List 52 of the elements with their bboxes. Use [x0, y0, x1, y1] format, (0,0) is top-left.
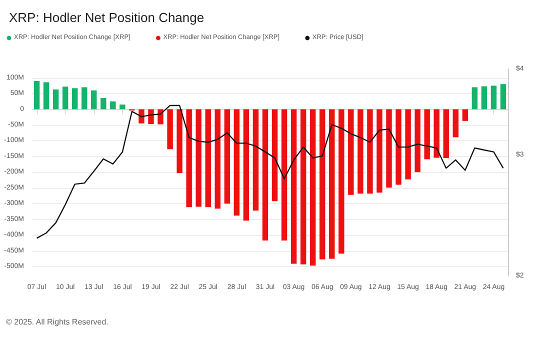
bar — [186, 109, 192, 208]
bar — [110, 101, 116, 110]
bar — [367, 109, 373, 194]
bar — [52, 89, 59, 110]
bar — [176, 109, 182, 174]
bar — [62, 86, 68, 110]
bar — [396, 109, 402, 185]
bar — [452, 109, 458, 138]
bar — [500, 84, 506, 110]
bar — [34, 80, 40, 110]
bar — [472, 87, 478, 110]
bar — [205, 109, 211, 208]
bar — [424, 109, 430, 160]
bar — [224, 109, 230, 204]
bar — [386, 109, 392, 188]
bar — [434, 109, 440, 158]
bar — [82, 87, 88, 110]
bar — [91, 90, 97, 110]
bar — [405, 109, 411, 180]
bar — [358, 109, 364, 194]
bar — [138, 109, 144, 124]
bar — [281, 109, 288, 240]
bar — [338, 109, 344, 254]
bar — [148, 109, 154, 124]
text: © 2025. All Rights Reserved. — [6, 318, 108, 326]
bar — [481, 86, 488, 110]
bar — [100, 98, 106, 110]
bar — [234, 109, 240, 216]
bar — [376, 109, 382, 193]
bar — [348, 109, 354, 195]
bar — [462, 109, 468, 121]
line-series — [36, 104, 504, 239]
bar — [252, 109, 259, 211]
bar — [120, 104, 126, 110]
chart-title: XRP: Hodler Net Position Change — [9, 10, 204, 25]
bar — [243, 109, 250, 221]
bar — [167, 109, 173, 150]
bar — [290, 109, 297, 264]
bar — [196, 109, 202, 207]
bar — [414, 109, 420, 172]
bar — [300, 109, 306, 264]
bar — [310, 109, 316, 266]
bar — [320, 109, 326, 260]
bar — [262, 109, 268, 240]
bar — [443, 109, 449, 158]
bar — [43, 82, 50, 110]
bar — [72, 88, 78, 110]
bar — [329, 109, 335, 259]
bar — [272, 109, 278, 202]
bar — [158, 109, 164, 124]
bar — [490, 86, 497, 110]
bar — [214, 109, 220, 209]
